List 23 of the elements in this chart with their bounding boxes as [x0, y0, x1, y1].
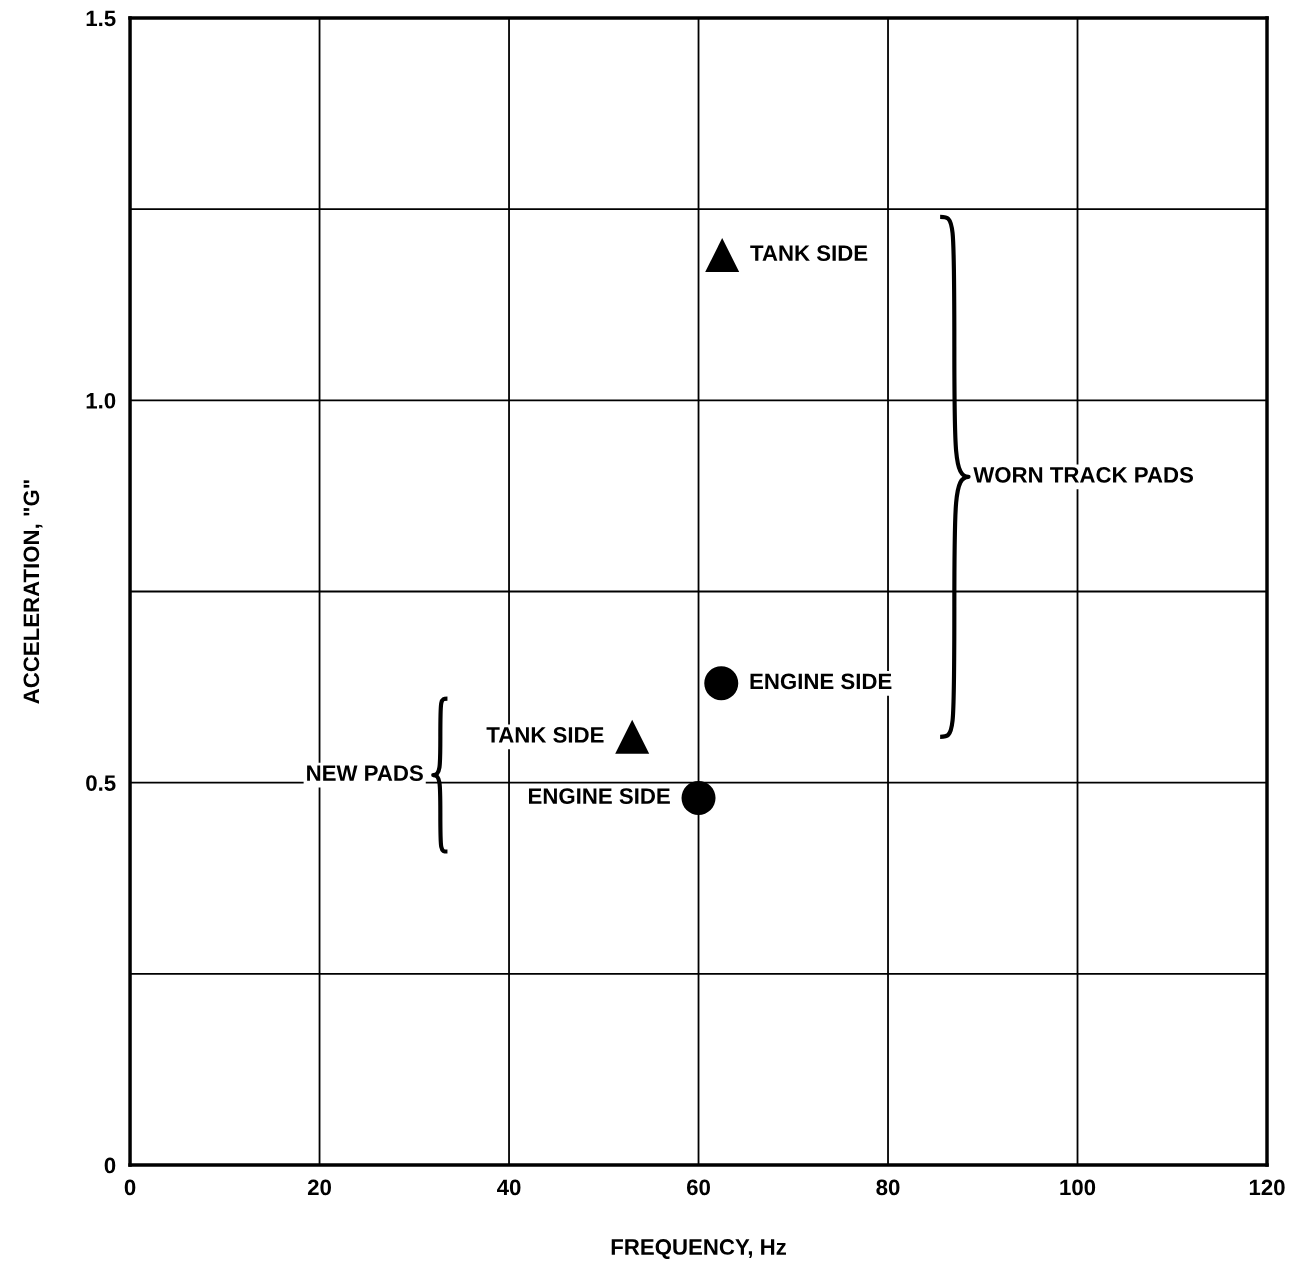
x-tick-label: 80 — [876, 1179, 900, 1196]
annotation: NEW PADS — [307, 765, 423, 782]
x-axis-title: FREQUENCY, Hz — [611, 1239, 786, 1260]
y-tick-label: 0 — [104, 1157, 116, 1174]
annotation: ENGINE SIDE — [528, 788, 670, 804]
annotation: TANK SIDE — [486, 727, 604, 743]
point — [681, 780, 716, 815]
point — [705, 238, 740, 273]
x-tick-label: 20 — [307, 1179, 331, 1196]
x-tick-label: 120 — [1249, 1179, 1285, 1196]
x-tick-label: 100 — [1060, 1179, 1096, 1196]
y-tick-label: 1.5 — [86, 10, 116, 27]
y-tick-label: 0.5 — [86, 775, 116, 791]
x-tick-label: 60 — [686, 1179, 710, 1196]
y-tick-label: 1.0 — [86, 392, 116, 409]
y-axis-title: ACCELERATION, "G" — [23, 480, 43, 704]
annotation: WORN TRACK PADS — [973, 467, 1193, 483]
point — [704, 666, 739, 701]
annotation: TANK SIDE — [750, 245, 868, 262]
annotation: ENGINE SIDE — [750, 673, 892, 690]
point — [615, 719, 650, 754]
x-tick-label: 40 — [497, 1179, 521, 1196]
x-tick-label: 0 — [124, 1179, 136, 1196]
